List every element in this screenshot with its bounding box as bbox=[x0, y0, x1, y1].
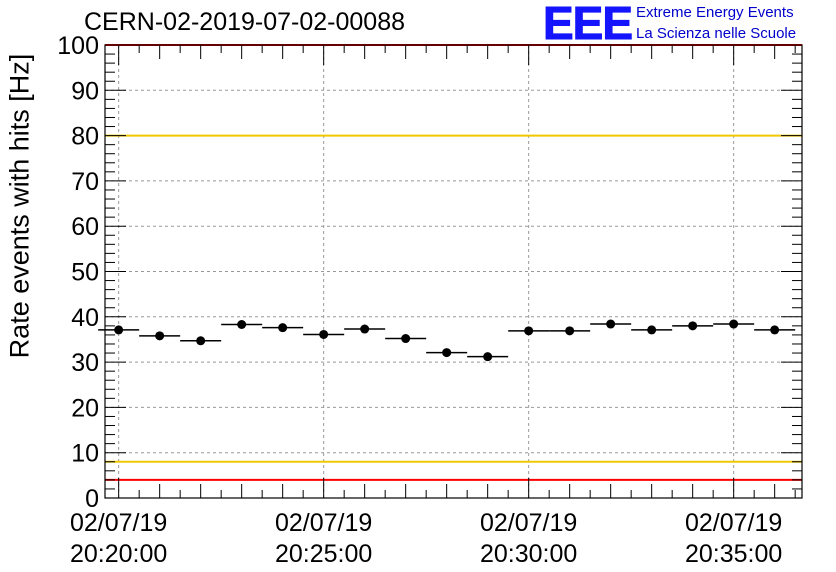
data-point bbox=[483, 352, 493, 362]
y-tick-label: 0 bbox=[85, 485, 99, 513]
logo-line-1: Extreme Energy Events bbox=[636, 4, 794, 21]
y-tick-label: 80 bbox=[71, 123, 99, 151]
y-tick-label: 100 bbox=[57, 32, 99, 60]
x-tick-time: 20:25:00 bbox=[275, 540, 372, 568]
chart-title: CERN-02-2019-07-02-00088 bbox=[84, 8, 406, 36]
data-points bbox=[98, 319, 796, 362]
data-point bbox=[319, 329, 329, 339]
y-tick-label: 50 bbox=[71, 259, 99, 287]
y-tick-label: 90 bbox=[71, 77, 99, 105]
x-tick-labels: 02/07/19 20:20:00 02/07/19 20:25:00 02/07/19… bbox=[70, 509, 782, 568]
data-point bbox=[155, 331, 165, 341]
data-point bbox=[688, 321, 698, 331]
y-tick-labels: 0 10 20 30 40 50 60 70 80 90 100 bbox=[57, 32, 99, 513]
data-point bbox=[278, 323, 288, 333]
data-point bbox=[770, 325, 780, 335]
y-tick-label: 70 bbox=[71, 168, 99, 196]
y-tick-label: 30 bbox=[71, 349, 99, 377]
data-point bbox=[360, 324, 370, 334]
plot-frame bbox=[104, 44, 803, 499]
data-point bbox=[565, 326, 575, 336]
x-tick-time: 20:35:00 bbox=[685, 540, 782, 568]
data-point bbox=[442, 348, 452, 358]
axes bbox=[104, 44, 803, 499]
data-point bbox=[196, 336, 206, 346]
data-point bbox=[401, 334, 411, 344]
data-point bbox=[606, 319, 616, 329]
data-point bbox=[647, 325, 657, 335]
y-tick-label: 40 bbox=[71, 304, 99, 332]
y-tick-label: 60 bbox=[71, 213, 99, 241]
reference-lines bbox=[105, 44, 802, 481]
logo-line-2: La Scienza nelle Scuole bbox=[636, 25, 797, 42]
y-tick-label: 10 bbox=[71, 440, 99, 468]
eee-logo: EEE bbox=[542, 0, 633, 50]
x-tick-date: 02/07/19 bbox=[685, 509, 782, 537]
data-point bbox=[237, 320, 247, 330]
x-tick-date: 02/07/19 bbox=[70, 509, 167, 537]
data-point bbox=[114, 325, 124, 335]
data-point bbox=[524, 326, 534, 336]
data-point bbox=[729, 319, 739, 329]
y-tick-label: 20 bbox=[71, 394, 99, 422]
x-tick-time: 20:20:00 bbox=[70, 540, 167, 568]
x-tick-time: 20:30:00 bbox=[480, 540, 577, 568]
grid bbox=[105, 45, 802, 498]
x-tick-date: 02/07/19 bbox=[480, 509, 577, 537]
y-axis-label: Rate events with hits [Hz] bbox=[4, 53, 35, 359]
x-tick-date: 02/07/19 bbox=[275, 509, 372, 537]
